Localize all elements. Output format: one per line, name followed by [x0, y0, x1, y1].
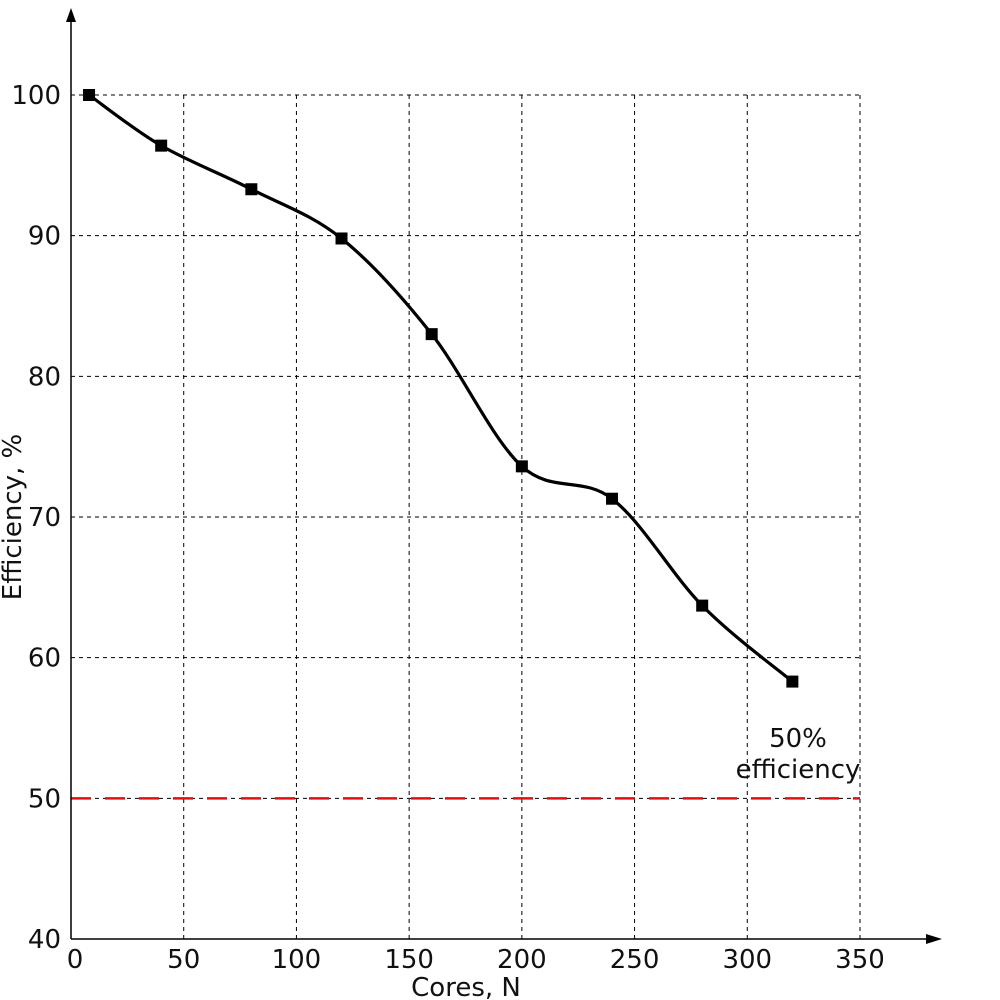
x-tick-label: 150 — [384, 945, 434, 975]
data-point-marker — [245, 183, 258, 196]
series-line — [88, 93, 794, 683]
reference-line-label-line-2: efficiency — [736, 755, 861, 785]
axes: 0 50 100 150 200 250 300 350 40 50 60 70 80 90 100 — [11, 8, 942, 975]
y-axis-arrowhead — [66, 8, 76, 22]
reference-line-label-line-1: 50% — [769, 724, 827, 754]
y-axis-title: Efficiency, % — [0, 434, 28, 600]
y-tick-label: 70 — [28, 503, 61, 533]
series-group — [83, 89, 799, 688]
data-point-marker — [155, 139, 168, 152]
data-point-marker — [606, 492, 619, 505]
data-point-marker — [515, 460, 528, 473]
x-axis-arrowhead — [926, 934, 942, 944]
grid — [71, 94, 861, 939]
x-tick-label: 300 — [722, 945, 772, 975]
data-point-marker — [696, 599, 709, 612]
x-tick-label: 350 — [835, 945, 885, 975]
x-tick-label: 0 — [67, 945, 84, 975]
data-point-marker — [335, 232, 348, 245]
data-point-marker — [786, 675, 799, 688]
y-tick-label: 60 — [28, 644, 61, 674]
y-tick-label: 50 — [28, 784, 61, 814]
y-tick-label: 100 — [11, 81, 61, 111]
x-tick-label: 50 — [167, 945, 200, 975]
x-tick-label: 250 — [610, 945, 660, 975]
labels: Cores, N Efficiency, % 50% efficiency — [0, 434, 860, 1000]
data-point-marker — [425, 328, 438, 341]
data-point-marker — [83, 89, 96, 101]
x-tick-label: 200 — [497, 945, 547, 975]
x-tick-label: 100 — [272, 945, 322, 975]
x-axis-title: Cores, N — [411, 973, 521, 1000]
y-tick-label: 80 — [28, 362, 61, 392]
y-tick-label: 90 — [28, 222, 61, 252]
y-tick-label: 40 — [28, 925, 61, 955]
